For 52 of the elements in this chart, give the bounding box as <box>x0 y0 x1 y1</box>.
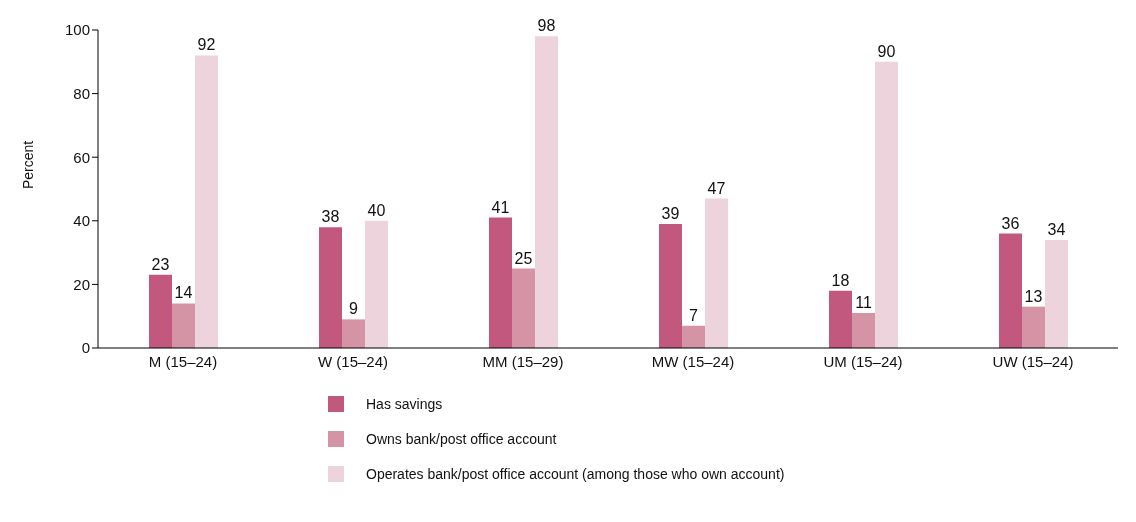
bar <box>319 227 342 348</box>
bar <box>829 290 852 348</box>
data-label: 40 <box>367 201 386 219</box>
data-label: 7 <box>689 306 699 324</box>
bar <box>875 61 898 348</box>
data-label: 47 <box>707 179 726 197</box>
legend-label: Has savings <box>366 396 443 412</box>
bar <box>682 325 705 348</box>
y-tick-label: 20 <box>73 275 90 293</box>
data-label: 41 <box>491 198 510 216</box>
y-tick-label: 100 <box>64 21 90 39</box>
bar <box>999 233 1022 348</box>
y-axis-title: Percent <box>19 140 36 189</box>
bar <box>172 303 195 348</box>
data-label: 90 <box>877 42 896 60</box>
bar <box>852 313 875 348</box>
data-label: 36 <box>1001 214 1020 232</box>
bar <box>705 198 728 348</box>
legend-label: Owns bank/post office account <box>366 431 557 447</box>
x-tick-label: W (15–24) <box>317 352 389 370</box>
data-label: 38 <box>321 208 340 226</box>
bar <box>342 319 365 348</box>
legend-label: Operates bank/post office account (among those who own account) <box>366 466 785 482</box>
data-label: 39 <box>661 204 680 222</box>
bar <box>149 274 172 348</box>
x-tick-label: MM (15–29) <box>482 352 564 370</box>
x-tick-label: UW (15–24) <box>992 352 1074 370</box>
data-label: 11 <box>855 294 872 312</box>
y-tick-label: 40 <box>73 212 90 230</box>
bar <box>535 36 558 348</box>
data-label: 18 <box>831 271 850 289</box>
data-label: 13 <box>1024 287 1043 305</box>
data-label: 92 <box>197 36 216 54</box>
bar <box>1022 306 1045 348</box>
data-label: 23 <box>151 255 170 273</box>
y-tick-label: 60 <box>73 148 90 166</box>
data-label: 25 <box>514 249 533 267</box>
x-tick-label: M (15–24) <box>148 352 218 370</box>
bar <box>512 268 535 348</box>
data-label: 34 <box>1047 220 1066 238</box>
x-tick-label: UM (15–24) <box>823 352 903 370</box>
data-label: 9 <box>349 300 359 318</box>
data-label: 14 <box>174 284 193 302</box>
y-tick-label: 80 <box>73 84 90 102</box>
bar <box>1045 239 1068 348</box>
bar <box>365 220 388 348</box>
bar <box>489 217 512 348</box>
y-tick-label: 0 <box>81 339 90 357</box>
bar <box>659 223 682 348</box>
bar <box>195 55 218 348</box>
data-label: 98 <box>537 17 556 35</box>
x-tick-label: MW (15–24) <box>651 352 735 370</box>
